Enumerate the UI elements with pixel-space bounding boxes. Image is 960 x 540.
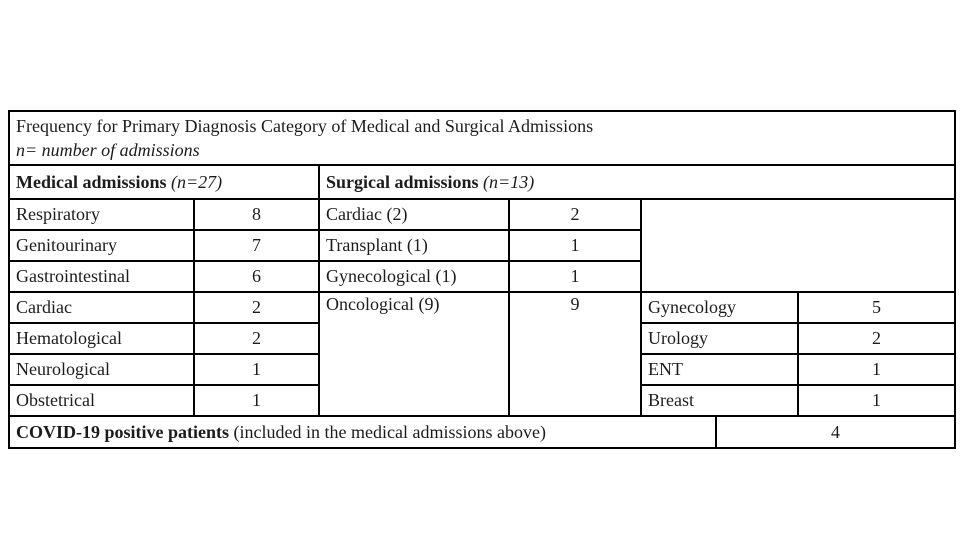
- surgical-count-cardiac: 2: [508, 198, 642, 231]
- table-title: Frequency for Primary Diagnosis Category…: [16, 115, 594, 136]
- table-title-cell: Frequency for Primary Diagnosis Category…: [7, 110, 957, 166]
- medical-count-genitourinary: 7: [193, 229, 320, 262]
- admissions-frequency-table: Frequency for Primary Diagnosis Category…: [7, 110, 957, 449]
- oncological-subcategory-breast: Breast: [640, 384, 799, 417]
- medical-count-respiratory: 8: [193, 198, 320, 231]
- surgical-count-transplant: 1: [508, 229, 642, 262]
- surgical-category-transplant: Transplant (1): [318, 229, 510, 262]
- title-row: Frequency for Primary Diagnosis Category…: [7, 110, 957, 166]
- table-row: Genitourinary 7 Transplant (1) 1: [8, 229, 955, 262]
- oncological-subcount-breast: 1: [796, 384, 957, 417]
- covid-label-rest: (included in the medical admissions abov…: [229, 421, 546, 442]
- oncological-subcategory-ent: ENT: [640, 353, 799, 386]
- medical-category-hematological: Hematological: [8, 322, 195, 355]
- medical-count-gastrointestinal: 6: [193, 260, 320, 293]
- medical-header-label: Medical admissions: [16, 171, 172, 192]
- table-row: Cardiac 2 Oncological (9) 9 Gynecology 5: [8, 291, 957, 417]
- section-header-row: Medical admissions (n=27) Surgical admis…: [8, 164, 957, 200]
- medical-category-neurological: Neurological: [8, 353, 195, 386]
- medical-category-respiratory: Respiratory: [8, 198, 195, 231]
- surgical-count-gynecological: 1: [508, 260, 642, 293]
- medical-admissions-header: Medical admissions (n=27): [8, 164, 320, 200]
- surgical-admissions-header: Surgical admissions (n=13): [317, 164, 957, 200]
- surgical-header-n: (n=13): [483, 171, 535, 192]
- table-row: Neurological 1 ENT 1: [8, 353, 957, 386]
- oncological-subcategory-gynecology: Gynecology: [640, 291, 799, 324]
- oncological-subcount-urology: 2: [796, 322, 957, 355]
- surgical-category-oncological: Oncological (9): [318, 291, 510, 417]
- medical-category-obstetrical: Obstetrical: [8, 384, 195, 417]
- surgical-category-cardiac: Cardiac (2): [318, 198, 510, 231]
- table-row: Gastrointestinal 6 Gynecological (1) 1: [8, 260, 955, 293]
- medical-count-neurological: 1: [193, 353, 320, 386]
- oncological-subcount-gynecology: 5: [796, 291, 957, 324]
- medical-count-cardiac: 2: [193, 291, 320, 324]
- surgical-header-label: Surgical admissions: [326, 171, 484, 192]
- oncological-subcategory-urology: Urology: [640, 322, 799, 355]
- surgical-category-gynecological: Gynecological (1): [318, 260, 510, 293]
- surgical-count-oncological: 9: [508, 291, 642, 417]
- covid-label-cell: COVID-19 positive patients (included in …: [8, 415, 717, 449]
- covid-label-bold: COVID-19 positive patients: [16, 421, 230, 442]
- covid-count: 4: [714, 415, 957, 449]
- table-row: Hematological 2 Urology 2: [8, 322, 957, 355]
- table-row: Respiratory 8 Cardiac (2) 2: [8, 198, 957, 293]
- covid-row: COVID-19 positive patients (included in …: [8, 415, 957, 449]
- empty-merged-cell: [639, 198, 957, 293]
- medical-header-n: (n=27): [171, 171, 223, 192]
- table-row: Obstetrical 1 Breast 1: [8, 384, 957, 417]
- medical-category-cardiac: Cardiac: [8, 291, 195, 324]
- medical-count-obstetrical: 1: [193, 384, 320, 417]
- medical-category-genitourinary: Genitourinary: [8, 229, 195, 262]
- medical-count-hematological: 2: [193, 322, 320, 355]
- oncological-subcount-ent: 1: [796, 353, 957, 386]
- table-subtitle: n= number of admissions: [16, 140, 200, 160]
- medical-category-gastrointestinal: Gastrointestinal: [8, 260, 195, 293]
